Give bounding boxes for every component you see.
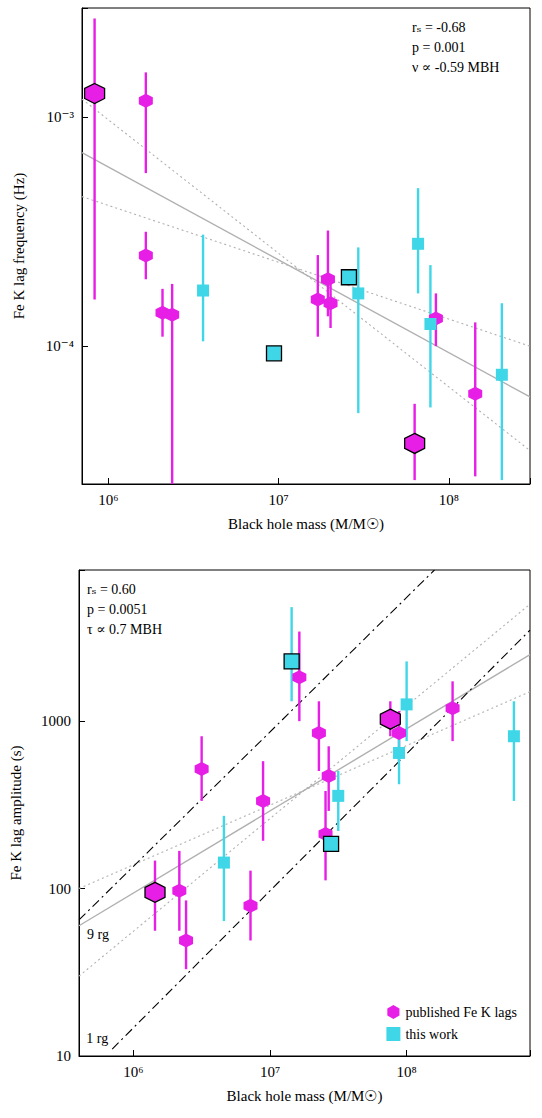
svg-text:τ ∝ 0.7 MBH: τ ∝ 0.7 MBH	[87, 622, 162, 637]
svg-text:p = 0.001: p = 0.001	[412, 40, 465, 55]
svg-text:10⁻³: 10⁻³	[47, 109, 75, 125]
svg-text:10⁷: 10⁷	[268, 492, 288, 508]
svg-text:10⁶: 10⁶	[123, 1064, 143, 1080]
svg-text:10⁸: 10⁸	[396, 1064, 416, 1080]
svg-text:rₛ = 0.60: rₛ = 0.60	[87, 582, 136, 597]
svg-text:this work: this work	[405, 1027, 458, 1042]
svg-text:100: 100	[49, 881, 72, 897]
svg-text:10⁸: 10⁸	[439, 492, 459, 508]
svg-text:Fe K lag amplitude (s): Fe K lag amplitude (s)	[8, 746, 25, 881]
svg-text:10: 10	[56, 1048, 71, 1064]
svg-text:Fe K lag frequency (Hz): Fe K lag frequency (Hz)	[11, 173, 28, 320]
svg-text:10⁻⁴: 10⁻⁴	[46, 338, 74, 354]
svg-text:Black hole mass (M/M☉): Black hole mass (M/M☉)	[228, 516, 384, 533]
svg-text:1000: 1000	[41, 713, 71, 729]
svg-text:9 rg: 9 rg	[87, 927, 109, 942]
svg-text:10⁶: 10⁶	[98, 492, 118, 508]
svg-text:p = 0.0051: p = 0.0051	[87, 602, 147, 617]
svg-text:ν ∝ -0.59 MBH: ν ∝ -0.59 MBH	[412, 60, 499, 75]
svg-text:10⁷: 10⁷	[260, 1064, 280, 1080]
svg-text:published Fe K lags: published Fe K lags	[405, 1005, 517, 1020]
svg-text:1 rg: 1 rg	[86, 1031, 108, 1046]
svg-text:rₛ = -0.68: rₛ = -0.68	[412, 20, 465, 35]
svg-text:Black hole mass (M/M☉): Black hole mass (M/M☉)	[227, 1088, 383, 1105]
